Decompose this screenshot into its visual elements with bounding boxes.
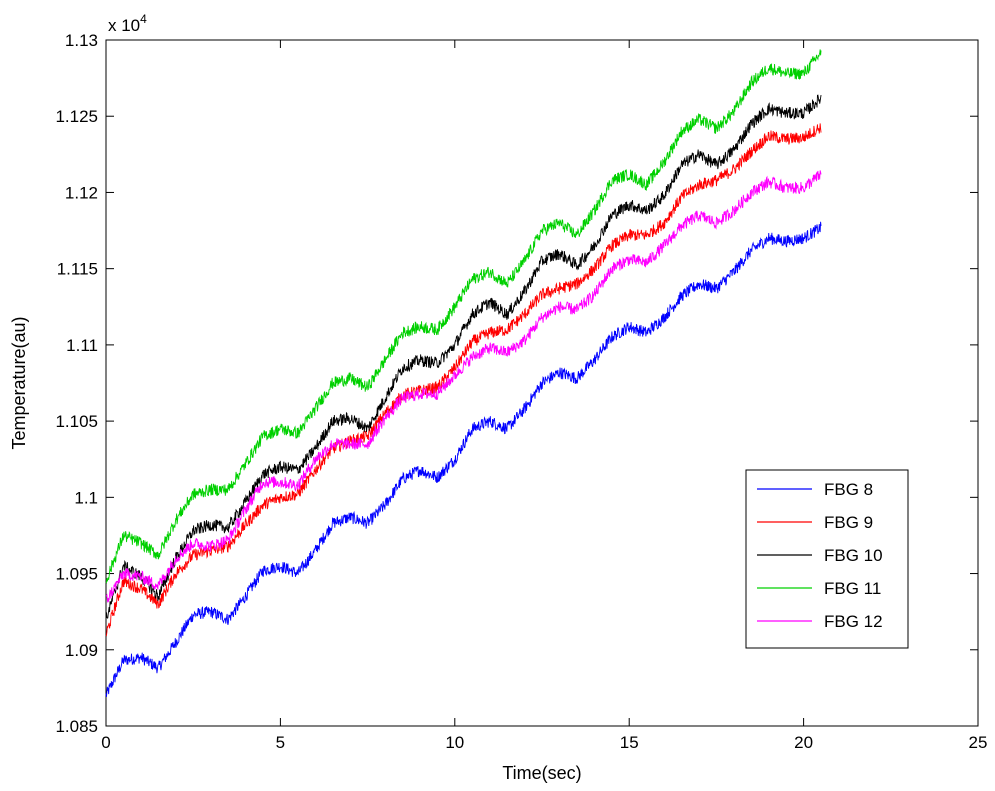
x-tick-label: 10 — [445, 733, 464, 752]
x-tick-label: 15 — [620, 733, 639, 752]
y-tick-label: 1.125 — [55, 107, 98, 126]
legend-box — [745, 469, 909, 649]
legend-label: FBG 10 — [824, 546, 883, 565]
series-line-fbg-11 — [105, 49, 822, 584]
series-layer — [105, 49, 822, 698]
x-tick-label: 25 — [969, 733, 988, 752]
legend-label: FBG 12 — [824, 612, 883, 631]
y-axis-label: Temperature(au) — [9, 316, 29, 449]
y-exponent-label: x 104 — [108, 12, 147, 35]
x-axis: 0 5 10 15 20 25 — [101, 40, 987, 752]
series-line-fbg-12 — [105, 170, 822, 603]
legend-label: FBG 9 — [824, 513, 873, 532]
y-tick-label: 1.095 — [55, 565, 98, 584]
y-tick-label: 1.12 — [65, 183, 98, 202]
series-line-fbg-10 — [105, 94, 822, 619]
y-tick-label: 1.09 — [65, 641, 98, 660]
y-tick-label: 1.13 — [65, 31, 98, 50]
legend: FBG 8 FBG 9 FBG 10 FBG 11 FBG 12 — [745, 469, 909, 649]
x-tick-label: 0 — [101, 733, 110, 752]
x-axis-label: Time(sec) — [502, 763, 581, 783]
legend-label: FBG 11 — [824, 579, 881, 598]
y-axis: 1.085 1.09 1.095 1.1 1.105 1.11 1.115 1.12 1.125… — [55, 31, 978, 736]
y-tick-label: 1.115 — [57, 260, 98, 279]
y-tick-label: 1.105 — [55, 412, 98, 431]
y-tick-label: 1.085 — [55, 717, 98, 736]
x-tick-label: 5 — [276, 733, 285, 752]
series-line-fbg-8 — [105, 221, 822, 698]
y-tick-label: 1.1 — [74, 488, 98, 507]
y-tick-label: 1.11 — [66, 336, 98, 355]
legend-label: FBG 8 — [824, 480, 873, 499]
x-tick-label: 20 — [794, 733, 813, 752]
